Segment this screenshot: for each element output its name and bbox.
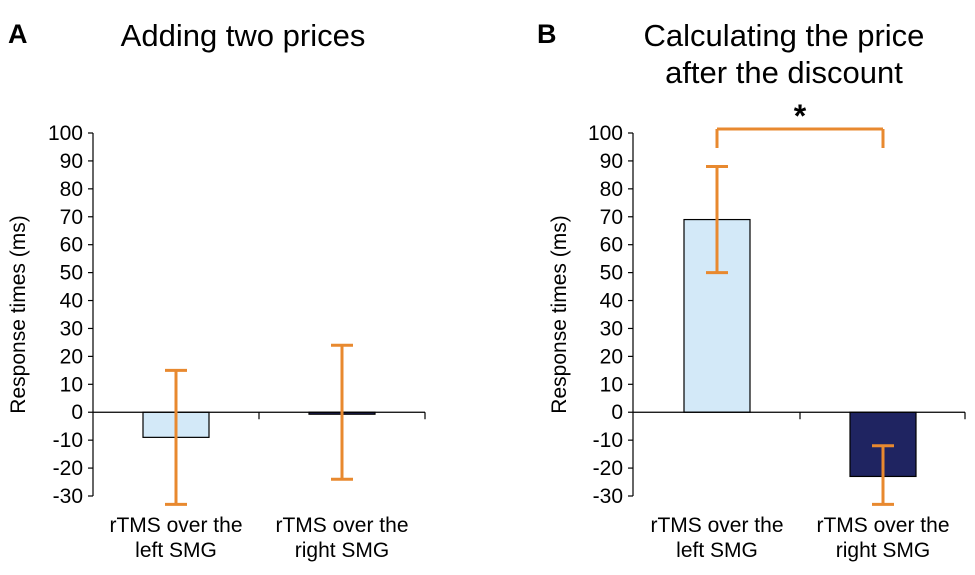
category-label: rTMS over the right SMG xyxy=(275,514,408,562)
y-tick-label: 70 xyxy=(60,206,83,229)
y-tick-label: 10 xyxy=(600,373,623,396)
y-tick-label: 40 xyxy=(60,290,83,313)
category-label-line: right SMG xyxy=(836,539,931,562)
y-tick-label: 90 xyxy=(60,150,83,173)
y-axis-label: Response times (ms) xyxy=(7,215,30,413)
category-label-line: left SMG xyxy=(135,539,217,562)
category-label-line: rTMS over the xyxy=(816,514,949,537)
chart-title: Adding two prices xyxy=(121,18,366,53)
y-tick-label: 30 xyxy=(600,317,623,340)
y-axis-label: Response times (ms) xyxy=(548,215,571,413)
y-tick-label: -20 xyxy=(53,457,83,480)
chart-title: Calculating the price after the discount xyxy=(644,18,925,90)
y-tick-label: 80 xyxy=(60,178,83,201)
y-tick-label: 60 xyxy=(600,234,623,257)
category-label-line: rTMS over the xyxy=(109,514,242,537)
panel-b-chart: B Calculating the price after the discount… xyxy=(537,18,966,562)
error-bar xyxy=(706,165,728,275)
y-tick-label: -10 xyxy=(53,429,83,452)
y-tick-label: 50 xyxy=(60,262,83,285)
y-tick-label: 100 xyxy=(48,122,83,145)
panel-label: A xyxy=(8,19,28,49)
category-label-line: right SMG xyxy=(295,539,390,562)
error-bar xyxy=(331,343,353,481)
chart-title-line: after the discount xyxy=(665,55,903,90)
y-tick-label: -30 xyxy=(53,485,83,508)
category-label: rTMS over the left SMG xyxy=(109,514,242,562)
y-tick-label: -30 xyxy=(593,485,623,508)
significance-marker: * xyxy=(794,98,807,134)
y-tick-label: 50 xyxy=(600,262,623,285)
significance-bracket: * xyxy=(715,98,885,148)
category-label: rTMS over the right SMG xyxy=(816,514,949,562)
y-tick-label: 20 xyxy=(600,345,623,368)
chart-title-line: Calculating the price xyxy=(644,18,925,53)
y-tick-label: -20 xyxy=(593,457,623,480)
panel-label: B xyxy=(537,19,557,49)
category-label: rTMS over the left SMG xyxy=(650,514,783,562)
y-tick-label: 0 xyxy=(611,401,623,424)
y-tick-label: -10 xyxy=(593,429,623,452)
category-label-line: left SMG xyxy=(676,539,758,562)
error-bar xyxy=(872,444,894,506)
chart-title-line: Adding two prices xyxy=(121,18,366,53)
error-bar xyxy=(165,368,187,506)
y-tick-label: 100 xyxy=(588,122,623,145)
y-tick-label: 0 xyxy=(71,401,83,424)
y-tick-label: 60 xyxy=(60,234,83,257)
y-tick-label: 20 xyxy=(60,345,83,368)
category-label-line: rTMS over the xyxy=(275,514,408,537)
y-tick-label: 40 xyxy=(600,290,623,313)
category-label-line: rTMS over the xyxy=(650,514,783,537)
y-tick-label: 70 xyxy=(600,206,623,229)
y-tick-label: 30 xyxy=(60,317,83,340)
y-tick-label: 10 xyxy=(60,373,83,396)
y-tick-label: 90 xyxy=(600,150,623,173)
y-tick-label: 80 xyxy=(600,178,623,201)
